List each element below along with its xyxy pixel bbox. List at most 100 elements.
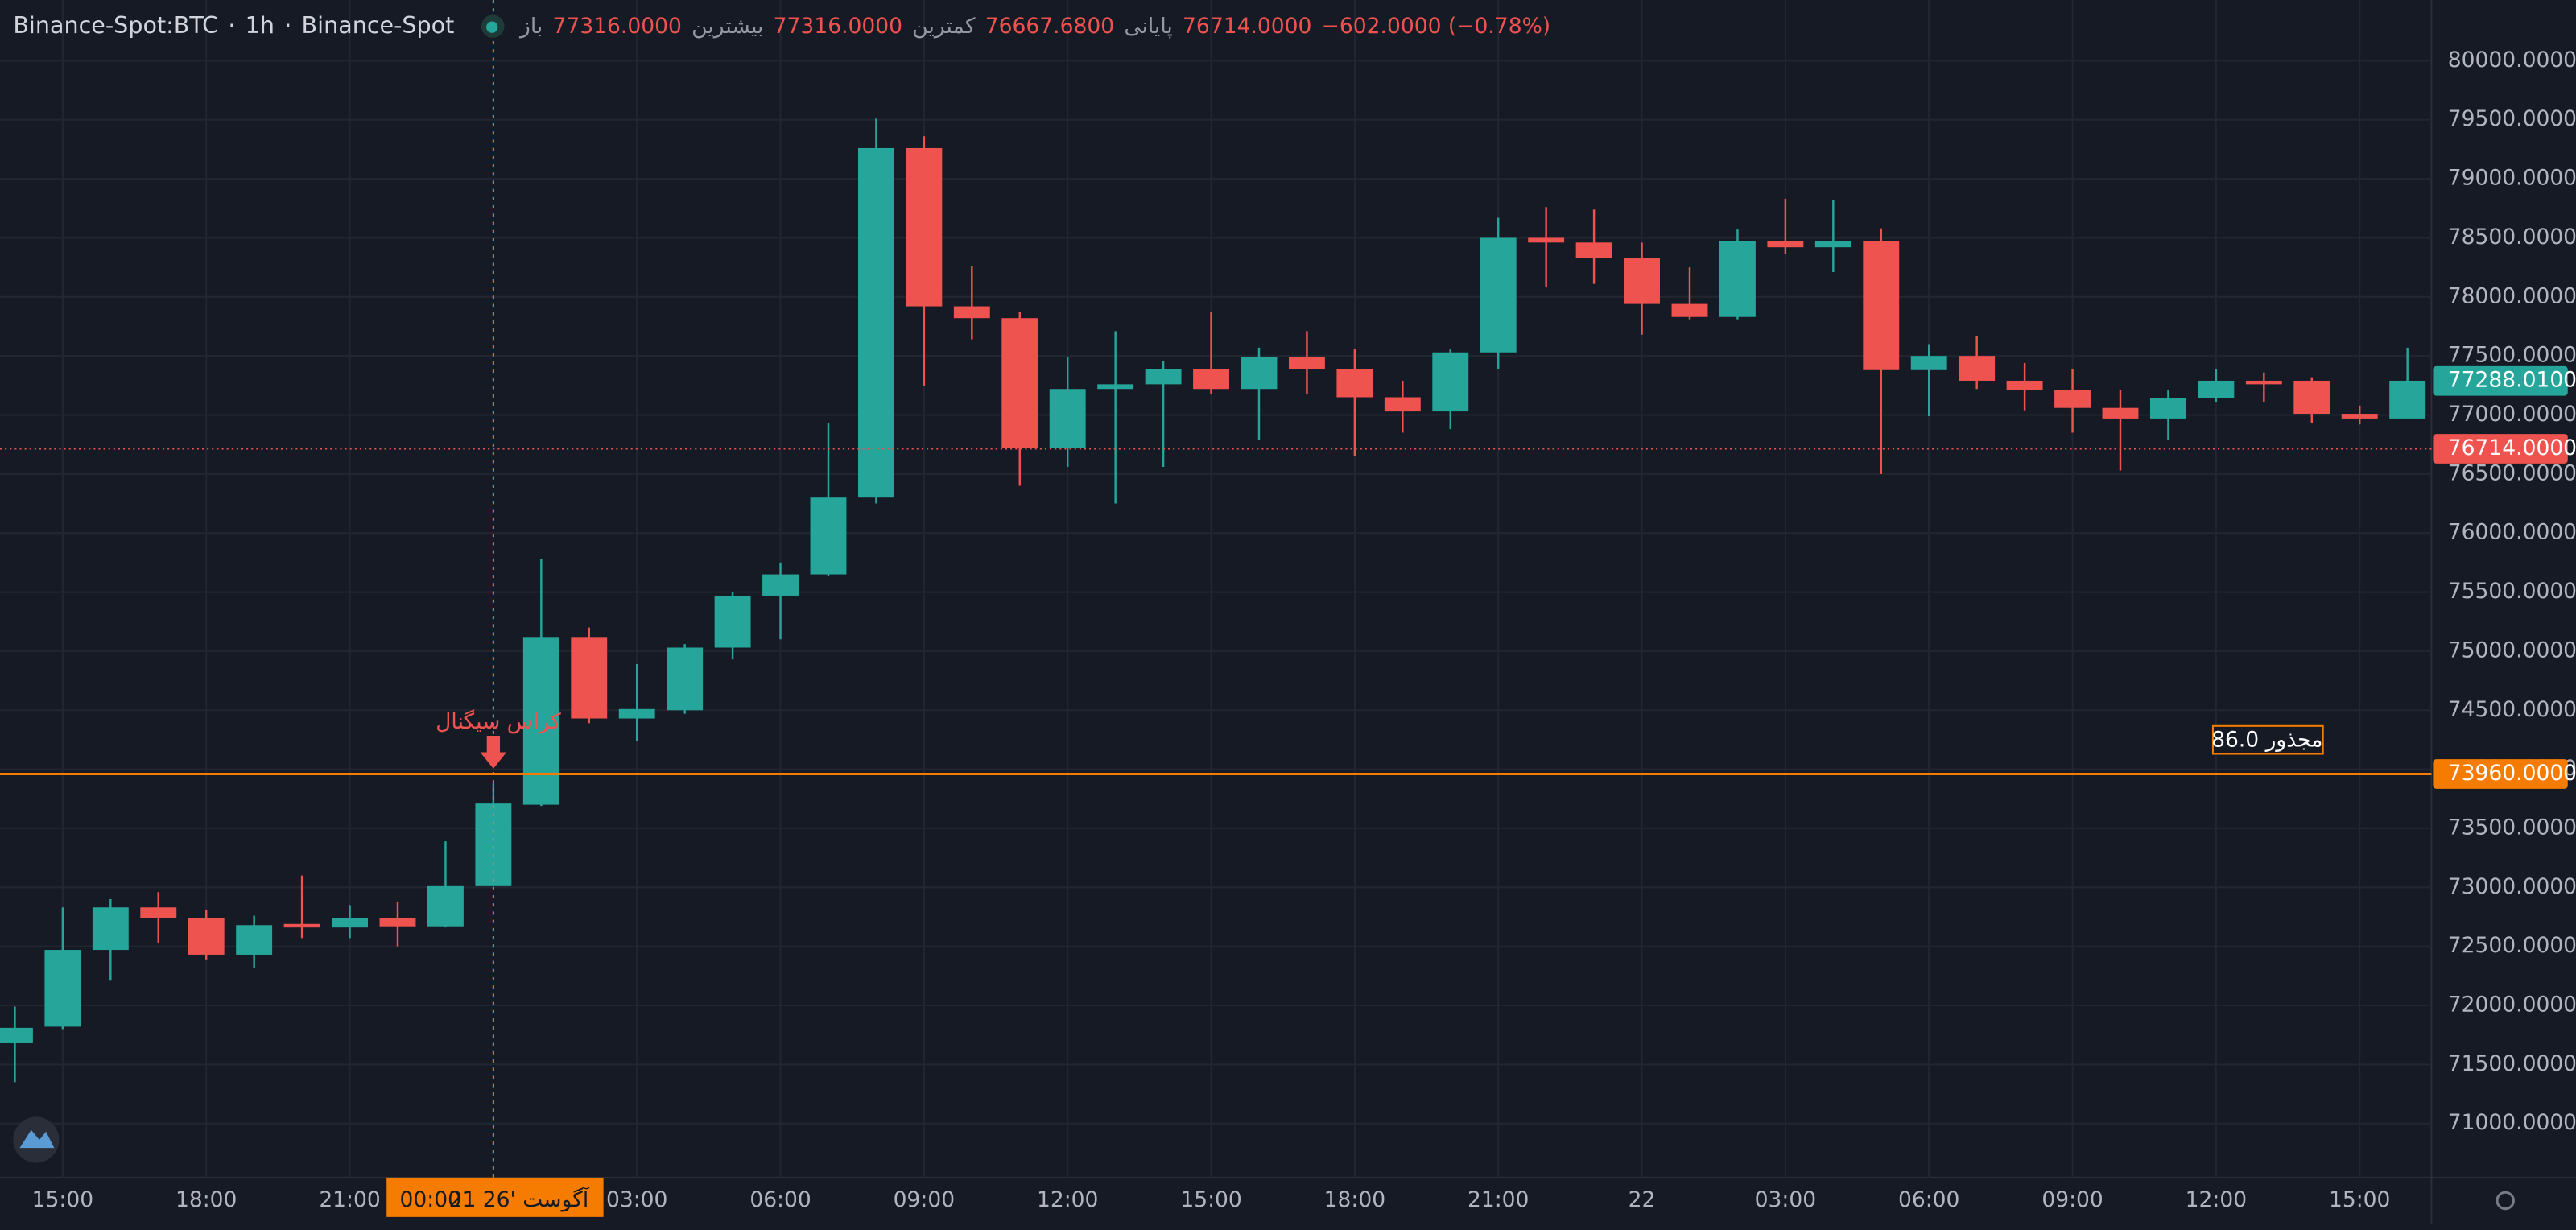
- legend-label: باز: [520, 14, 543, 39]
- candle-body: [1241, 357, 1278, 390]
- x-tick-label: 21:00: [1468, 1187, 1529, 1212]
- legend-change: −602.0000 (−0.78%): [1321, 14, 1551, 39]
- candle-body: [1575, 242, 1612, 258]
- candle-body: [1767, 241, 1804, 248]
- candle-body: [283, 923, 320, 928]
- candle-body: [1480, 237, 1517, 353]
- x-tick-label: 12:00: [1037, 1187, 1098, 1212]
- signal-arrow: [480, 736, 507, 769]
- candle-body: [44, 950, 81, 1027]
- y-tick-label: 79500.0000: [2448, 106, 2576, 131]
- legend-value: 76714.0000: [1183, 14, 1312, 39]
- price-label: 73960.0000: [2448, 761, 2576, 786]
- y-tick-label: 79000.0000: [2448, 166, 2576, 191]
- candle-body: [1814, 241, 1852, 248]
- candle-body: [522, 637, 559, 805]
- y-tick-label: 73000.0000: [2448, 874, 2576, 899]
- price-label: 77288.0100: [2448, 368, 2576, 393]
- candle-body: [1193, 369, 1229, 390]
- y-tick-label: 71000.0000: [2448, 1110, 2576, 1135]
- candle-body: [714, 595, 751, 648]
- x-tick-label: 03:00: [606, 1187, 667, 1212]
- candle-body: [2006, 380, 2043, 390]
- y-tick-label: 76500.0000: [2448, 460, 2576, 485]
- status-dot: [481, 14, 504, 38]
- candle-body: [1384, 397, 1421, 412]
- candle-body: [1001, 318, 1038, 448]
- price-label: 76714.0000: [2448, 435, 2576, 460]
- candle-body: [2149, 398, 2186, 419]
- y-tick-label: 75500.0000: [2448, 579, 2576, 604]
- candle-body: [667, 647, 704, 711]
- y-tick-label: 72000.0000: [2448, 993, 2576, 1017]
- legend-label: بیشترین: [691, 14, 764, 39]
- legend-label: پایانی: [1124, 14, 1173, 39]
- interval[interactable]: 1h: [245, 13, 275, 39]
- candle-body: [2054, 390, 2091, 408]
- separator: ·: [284, 13, 292, 39]
- crosshair-time: 00:00: [400, 1187, 461, 1212]
- x-tick-label: 15:00: [32, 1187, 93, 1212]
- y-tick-label: 78500.0000: [2448, 225, 2576, 250]
- legend-label: کمترین: [912, 14, 976, 39]
- candle-body: [1959, 356, 1996, 381]
- x-tick-label: 12:00: [2186, 1187, 2247, 1212]
- x-tick-label: 22: [1629, 1187, 1656, 1212]
- candle-body: [140, 907, 177, 918]
- candle-body: [1671, 303, 1708, 317]
- x-tick-label: 06:00: [1898, 1187, 1959, 1212]
- candle-body: [2293, 380, 2330, 415]
- candle-body: [857, 147, 894, 498]
- y-tick-label: 77000.0000: [2448, 402, 2576, 427]
- symbol[interactable]: Binance-Spot:BTC: [13, 13, 219, 39]
- x-tick-label: 15:00: [1180, 1187, 1241, 1212]
- candle-body: [1910, 356, 1947, 370]
- price-label-bg: [2433, 759, 2568, 789]
- candle-body: [379, 918, 416, 927]
- y-tick-label: 77500.0000: [2448, 343, 2576, 368]
- candle-body: [762, 574, 799, 596]
- annotation-box: [2211, 724, 2324, 755]
- candle-body: [1624, 258, 1660, 304]
- candle-body: [1145, 369, 1182, 385]
- legend-value: 77316.0000: [552, 14, 682, 39]
- candle-body: [427, 885, 464, 927]
- candle-body: [0, 1027, 33, 1043]
- exchange: Binance-Spot: [301, 13, 455, 39]
- candle-body: [1336, 369, 1373, 398]
- y-tick-label: 78000.0000: [2448, 283, 2576, 308]
- candle-body: [2389, 380, 2426, 419]
- x-tick-label: 09:00: [2041, 1187, 2103, 1212]
- signal-label: کراس سیگنال: [436, 709, 561, 734]
- candle-body: [571, 637, 608, 719]
- ohlc-legend: باز 77316.0000 بیشترین 77316.0000 کمترین 7666…: [520, 14, 1550, 39]
- x-tick-label: 15:00: [2329, 1187, 2390, 1212]
- header: Binance-Spot:BTC · 1h · Binance-Spot باز 77…: [13, 10, 1550, 43]
- candle-body: [2198, 380, 2235, 398]
- legend-value: 77316.0000: [773, 14, 903, 39]
- annotation-text: مجذور 86.0: [2211, 728, 2322, 753]
- x-tick-label: 06:00: [749, 1187, 811, 1212]
- candle-body: [236, 925, 273, 955]
- plot: [0, 118, 2426, 1083]
- y-tick-label: 76000.0000: [2448, 520, 2576, 545]
- candle-body: [1097, 384, 1134, 390]
- candle-body: [618, 708, 655, 719]
- price-label-bg: [2433, 365, 2568, 396]
- x-tick-label: 03:00: [1755, 1187, 1816, 1212]
- settings-icon[interactable]: [2496, 1191, 2515, 1211]
- candle-body: [2102, 407, 2139, 419]
- candle-body: [1049, 389, 1086, 448]
- candle-body: [2341, 414, 2378, 419]
- price-label-bg: [2433, 434, 2568, 464]
- y-tick-label: 74500.0000: [2448, 697, 2576, 722]
- candle-body: [1863, 241, 1900, 370]
- x-tick-label: 18:00: [175, 1187, 237, 1212]
- y-tick-label: 80000.0000: [2448, 47, 2576, 72]
- legend-value: 76667.6800: [985, 14, 1115, 39]
